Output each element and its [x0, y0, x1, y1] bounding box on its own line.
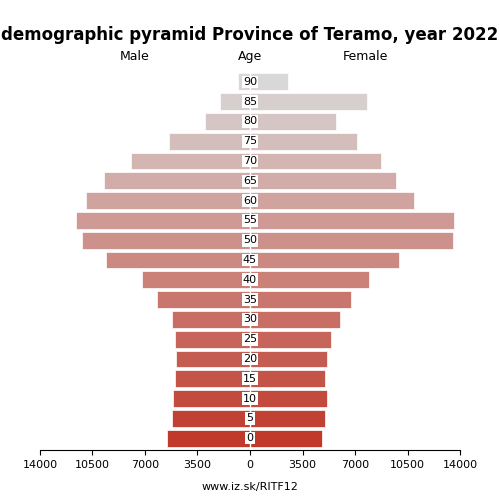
- Bar: [250, 272, 368, 288]
- Bar: [250, 232, 452, 248]
- Bar: [176, 350, 250, 368]
- Text: 50: 50: [243, 235, 257, 245]
- Text: demographic pyramid Province of Teramo, year 2022: demographic pyramid Province of Teramo, …: [2, 26, 498, 44]
- Bar: [250, 113, 336, 130]
- Text: 30: 30: [243, 314, 257, 324]
- Text: 70: 70: [243, 156, 257, 166]
- Bar: [250, 350, 326, 368]
- Bar: [250, 192, 414, 209]
- Text: 65: 65: [243, 176, 257, 186]
- Bar: [172, 410, 250, 426]
- Bar: [250, 74, 288, 90]
- Bar: [205, 113, 250, 130]
- Bar: [220, 94, 250, 110]
- Bar: [175, 370, 250, 387]
- Text: 15: 15: [243, 374, 257, 384]
- Bar: [132, 152, 250, 170]
- Text: 60: 60: [243, 196, 257, 205]
- Text: 20: 20: [243, 354, 257, 364]
- Bar: [169, 133, 250, 150]
- Text: 10: 10: [243, 394, 257, 404]
- Text: 0: 0: [246, 433, 254, 443]
- Bar: [250, 152, 380, 170]
- Text: Female: Female: [342, 50, 388, 63]
- Bar: [157, 291, 250, 308]
- Bar: [76, 212, 250, 229]
- Bar: [250, 212, 454, 229]
- Bar: [86, 192, 250, 209]
- Bar: [250, 430, 322, 446]
- Bar: [172, 311, 250, 328]
- Text: 35: 35: [243, 294, 257, 304]
- Text: Age: Age: [238, 50, 262, 63]
- Bar: [250, 252, 398, 268]
- Bar: [106, 252, 250, 268]
- Text: 55: 55: [243, 216, 257, 226]
- Bar: [250, 390, 326, 407]
- Bar: [250, 94, 367, 110]
- Bar: [250, 133, 356, 150]
- Bar: [250, 311, 340, 328]
- Text: Male: Male: [120, 50, 150, 63]
- Bar: [238, 74, 250, 90]
- Bar: [142, 272, 250, 288]
- Bar: [250, 410, 325, 426]
- Text: 45: 45: [243, 255, 257, 265]
- Text: 85: 85: [243, 96, 257, 106]
- Text: 40: 40: [243, 275, 257, 285]
- Bar: [250, 291, 350, 308]
- Bar: [82, 232, 250, 248]
- Bar: [250, 172, 396, 189]
- Bar: [250, 370, 325, 387]
- Bar: [104, 172, 250, 189]
- Text: 80: 80: [243, 116, 257, 126]
- Text: 25: 25: [243, 334, 257, 344]
- Text: 75: 75: [243, 136, 257, 146]
- Text: www.iz.sk/RITF12: www.iz.sk/RITF12: [202, 482, 298, 492]
- Text: 5: 5: [246, 414, 254, 424]
- Text: 90: 90: [243, 77, 257, 87]
- Bar: [175, 331, 250, 347]
- Bar: [250, 331, 331, 347]
- Bar: [168, 430, 250, 446]
- Bar: [174, 390, 250, 407]
